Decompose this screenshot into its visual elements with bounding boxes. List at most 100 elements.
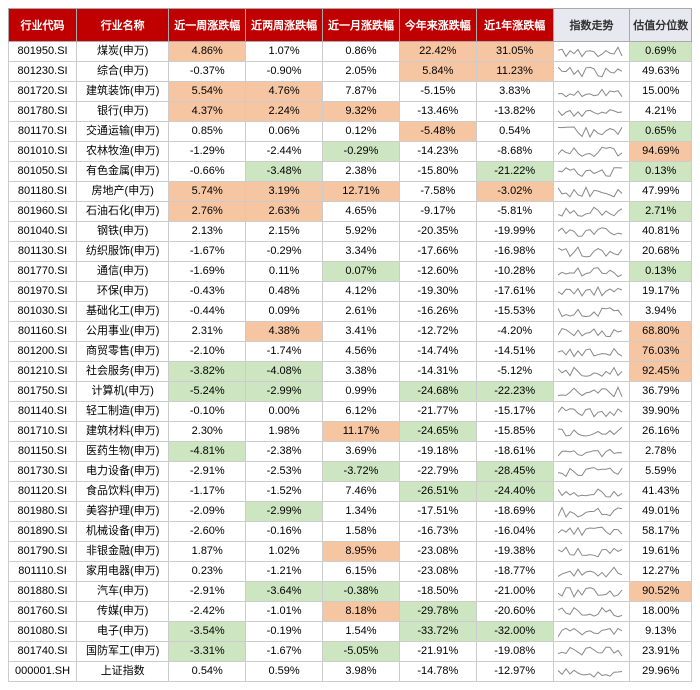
- cell-val: 68.80%: [630, 322, 692, 342]
- cell-w1: 4.37%: [169, 102, 246, 122]
- cell-spark: [553, 462, 630, 482]
- cell-m1: 7.87%: [323, 82, 400, 102]
- cell-ytd: -14.74%: [399, 342, 476, 362]
- cell-spark: [553, 102, 630, 122]
- cell-m1: 3.41%: [323, 322, 400, 342]
- cell-m1: 1.54%: [323, 622, 400, 642]
- cell-w1: 0.23%: [169, 562, 246, 582]
- table-row: 801180.SI房地产(申万)5.74%3.19%12.71%-7.58%-3…: [9, 182, 692, 202]
- cell-spark: [553, 562, 630, 582]
- cell-w1: -2.09%: [169, 502, 246, 522]
- cell-y1: -15.85%: [476, 422, 553, 442]
- cell-name: 房地产(申万): [77, 182, 169, 202]
- cell-spark: [553, 222, 630, 242]
- table-row: 801010.SI农林牧渔(申万)-1.29%-2.44%-0.29%-14.2…: [9, 142, 692, 162]
- cell-m1: 0.07%: [323, 262, 400, 282]
- cell-ytd: -24.65%: [399, 422, 476, 442]
- cell-ytd: -5.15%: [399, 82, 476, 102]
- col-val: 估值分位数: [630, 9, 692, 42]
- cell-name: 社会服务(申万): [77, 362, 169, 382]
- cell-m1: 12.71%: [323, 182, 400, 202]
- cell-spark: [553, 442, 630, 462]
- cell-code: 801790.SI: [9, 542, 77, 562]
- cell-name: 基础化工(申万): [77, 302, 169, 322]
- cell-m1: 6.15%: [323, 562, 400, 582]
- cell-code: 801980.SI: [9, 502, 77, 522]
- cell-val: 92.45%: [630, 362, 692, 382]
- cell-code: 801200.SI: [9, 342, 77, 362]
- cell-y1: -16.04%: [476, 522, 553, 542]
- col-w1: 近一周涨跌幅: [169, 9, 246, 42]
- cell-y1: -18.61%: [476, 442, 553, 462]
- cell-code: 801710.SI: [9, 422, 77, 442]
- cell-m1: 2.61%: [323, 302, 400, 322]
- table-row: 801150.SI医药生物(申万)-4.81%-2.38%3.69%-19.18…: [9, 442, 692, 462]
- cell-ytd: 22.42%: [399, 42, 476, 62]
- cell-val: 94.69%: [630, 142, 692, 162]
- cell-spark: [553, 362, 630, 382]
- cell-spark: [553, 182, 630, 202]
- cell-code: 801120.SI: [9, 482, 77, 502]
- cell-ytd: -17.51%: [399, 502, 476, 522]
- cell-y1: -5.12%: [476, 362, 553, 382]
- cell-y1: -19.99%: [476, 222, 553, 242]
- cell-name: 钢铁(申万): [77, 222, 169, 242]
- cell-w1: -0.37%: [169, 62, 246, 82]
- table-row: 801750.SI计算机(申万)-5.24%-2.99%0.99%-24.68%…: [9, 382, 692, 402]
- col-y1: 近1年涨跌幅: [476, 9, 553, 42]
- table-row: 801710.SI建筑材料(申万)2.30%1.98%11.17%-24.65%…: [9, 422, 692, 442]
- cell-m1: 3.98%: [323, 662, 400, 682]
- cell-w2: -4.08%: [246, 362, 323, 382]
- cell-w1: 1.87%: [169, 542, 246, 562]
- cell-name: 建筑材料(申万): [77, 422, 169, 442]
- cell-ytd: -26.51%: [399, 482, 476, 502]
- cell-m1: 3.34%: [323, 242, 400, 262]
- cell-code: 801210.SI: [9, 362, 77, 382]
- cell-w2: 0.09%: [246, 302, 323, 322]
- cell-name: 石油石化(申万): [77, 202, 169, 222]
- cell-ytd: -21.91%: [399, 642, 476, 662]
- cell-w1: -2.91%: [169, 462, 246, 482]
- cell-code: 801730.SI: [9, 462, 77, 482]
- cell-val: 41.43%: [630, 482, 692, 502]
- cell-val: 19.17%: [630, 282, 692, 302]
- table-row: 801080.SI电子(申万)-3.54%-0.19%1.54%-33.72%-…: [9, 622, 692, 642]
- cell-spark: [553, 482, 630, 502]
- cell-w1: -4.81%: [169, 442, 246, 462]
- cell-name: 商贸零售(申万): [77, 342, 169, 362]
- cell-w1: 0.54%: [169, 662, 246, 682]
- cell-val: 9.13%: [630, 622, 692, 642]
- cell-w2: -1.74%: [246, 342, 323, 362]
- cell-spark: [553, 382, 630, 402]
- cell-ytd: -23.08%: [399, 542, 476, 562]
- cell-y1: -14.51%: [476, 342, 553, 362]
- cell-w2: -1.21%: [246, 562, 323, 582]
- cell-code: 801950.SI: [9, 42, 77, 62]
- cell-val: 23.91%: [630, 642, 692, 662]
- cell-m1: -0.38%: [323, 582, 400, 602]
- cell-spark: [553, 282, 630, 302]
- cell-ytd: -19.30%: [399, 282, 476, 302]
- cell-w1: -1.29%: [169, 142, 246, 162]
- cell-code: 801160.SI: [9, 322, 77, 342]
- cell-w2: -2.99%: [246, 382, 323, 402]
- cell-w2: 0.06%: [246, 122, 323, 142]
- cell-y1: -18.69%: [476, 502, 553, 522]
- cell-w1: -1.69%: [169, 262, 246, 282]
- header-row: 行业代码 行业名称 近一周涨跌幅 近两周涨跌幅 近一月涨跌幅 今年来涨跌幅 近1…: [9, 9, 692, 42]
- cell-w1: 4.86%: [169, 42, 246, 62]
- cell-code: 801890.SI: [9, 522, 77, 542]
- cell-ytd: -5.48%: [399, 122, 476, 142]
- cell-val: 0.13%: [630, 262, 692, 282]
- cell-y1: -17.61%: [476, 282, 553, 302]
- cell-w1: -2.10%: [169, 342, 246, 362]
- cell-y1: -32.00%: [476, 622, 553, 642]
- cell-ytd: -9.17%: [399, 202, 476, 222]
- cell-spark: [553, 82, 630, 102]
- cell-ytd: -16.26%: [399, 302, 476, 322]
- cell-y1: -3.02%: [476, 182, 553, 202]
- cell-m1: 11.17%: [323, 422, 400, 442]
- table-row: 801780.SI银行(申万)4.37%2.24%9.32%-13.46%-13…: [9, 102, 692, 122]
- cell-w2: 2.15%: [246, 222, 323, 242]
- cell-w1: -3.54%: [169, 622, 246, 642]
